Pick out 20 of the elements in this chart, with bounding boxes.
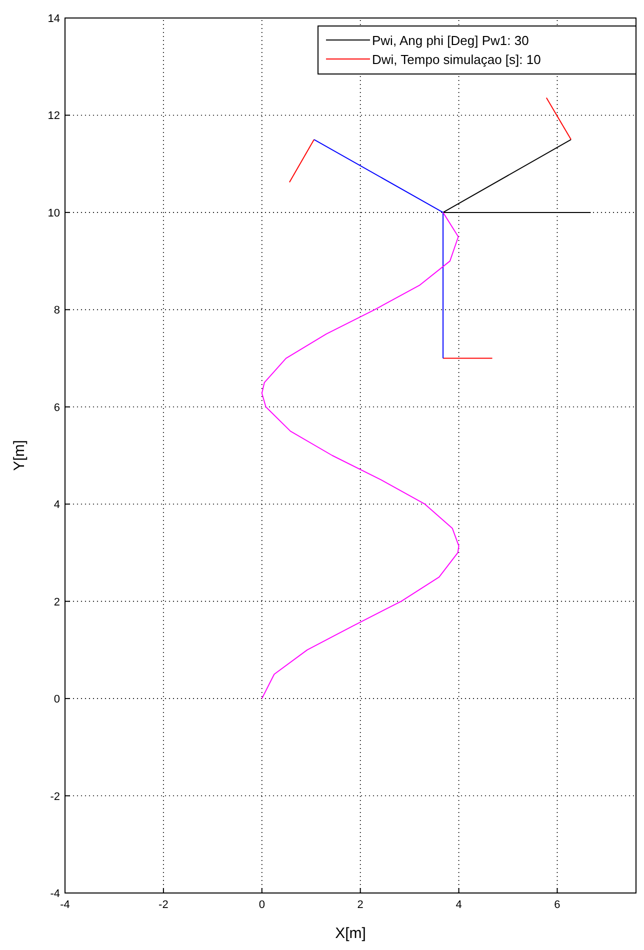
x-tick-label: 0: [258, 899, 265, 911]
y-tick-label: 0: [54, 694, 60, 706]
y-tick-label: 10: [48, 207, 60, 220]
x-tick-label: 2: [357, 899, 364, 911]
line-series: [261, 212, 460, 700]
y-tick-label: 4: [54, 499, 60, 512]
y-axis-title: Y[m]: [11, 440, 28, 471]
y-tick-label: 14: [48, 13, 60, 25]
x-tick-label: 6: [554, 899, 560, 911]
legend-label: Pwi, Ang phi [Deg] Pw1: 30: [372, 33, 529, 48]
x-axis-title: X[m]: [335, 925, 366, 942]
legend-label: Dwi, Tempo simulaçao [s]: 10: [372, 52, 541, 67]
y-tick-label: 12: [48, 110, 60, 122]
y-tick-label: 6: [54, 402, 60, 414]
y-tick-label: -4: [50, 888, 60, 900]
x-tick-label: 4: [456, 899, 462, 911]
y-tick-label: 2: [54, 596, 60, 608]
x-tick-label: -2: [158, 899, 168, 911]
y-tick-label: -2: [50, 790, 60, 803]
y-tick-label: 8: [54, 304, 60, 317]
